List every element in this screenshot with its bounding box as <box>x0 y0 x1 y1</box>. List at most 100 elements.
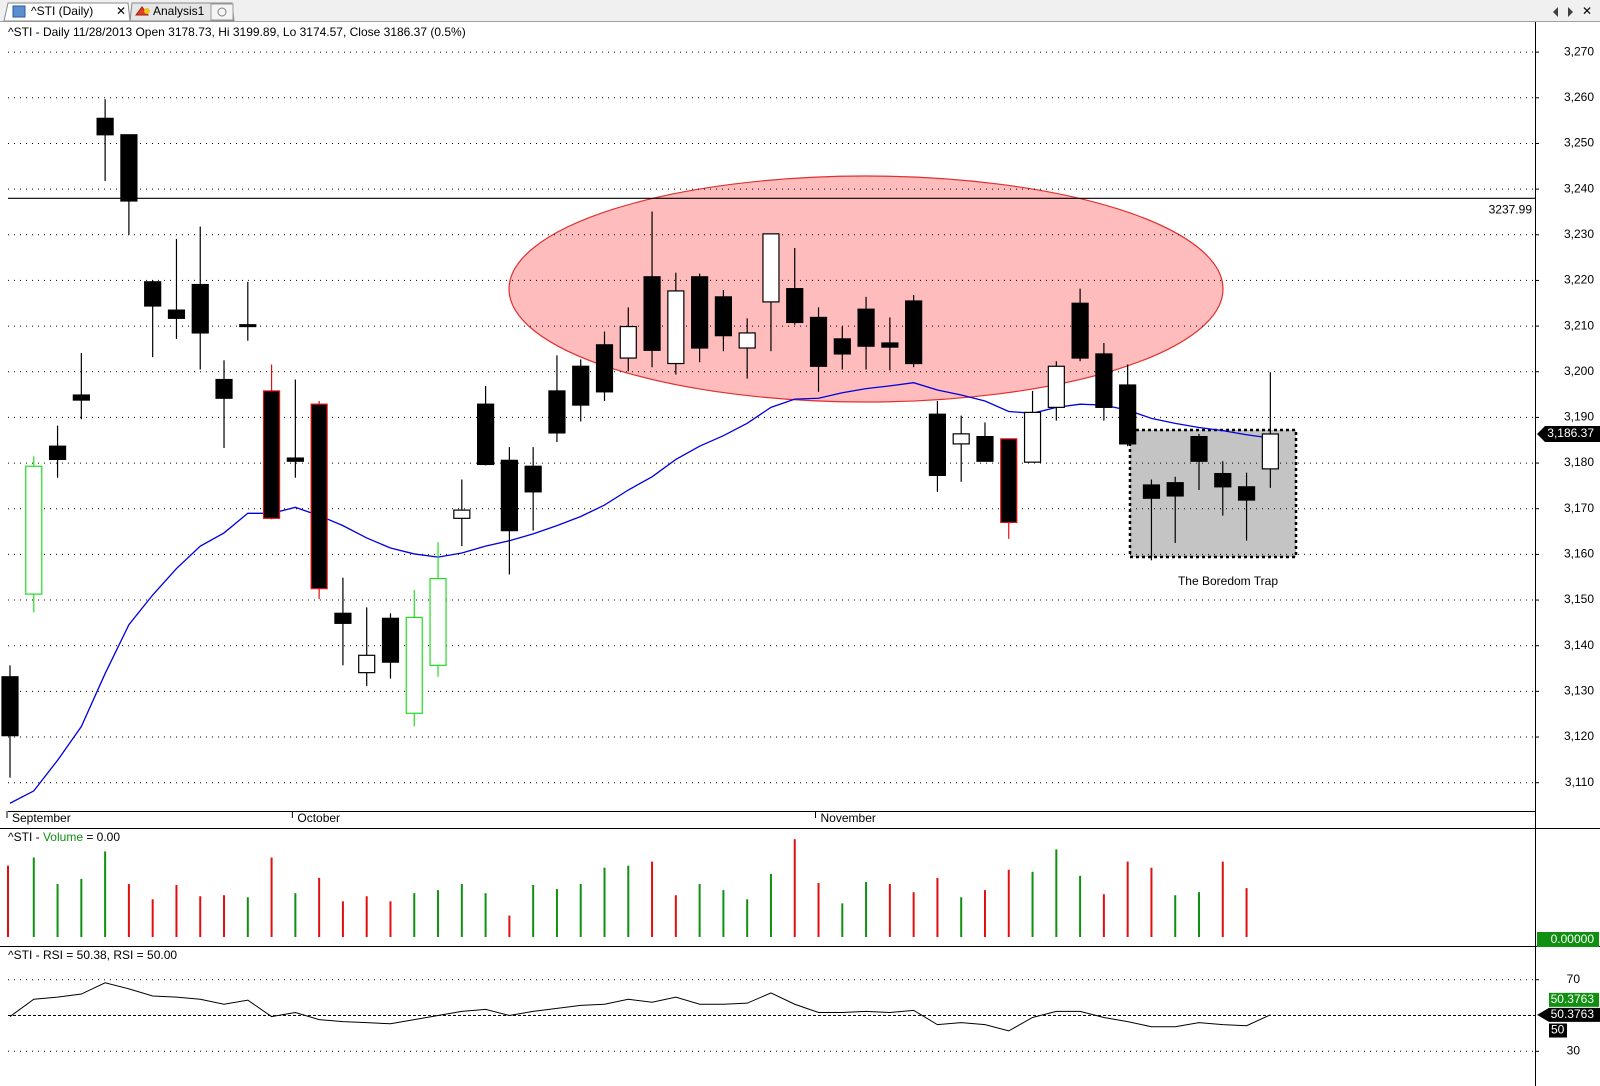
candle-body <box>310 403 328 590</box>
volume-bar <box>532 885 535 937</box>
candle-body <box>358 654 376 674</box>
candle-body <box>1119 384 1137 445</box>
candle-body <box>48 445 67 461</box>
volume-bar <box>413 893 416 937</box>
candle-body <box>976 435 994 462</box>
candle-body <box>619 325 637 359</box>
rsi-panel-title: ^STI - RSI = 50.38, RSI = 50.00 <box>8 948 177 962</box>
candle-body <box>429 577 447 666</box>
candle-body <box>524 465 542 493</box>
candle-body <box>25 465 43 595</box>
x-tick-label: September <box>12 811 71 825</box>
candle-body <box>1190 435 1208 462</box>
volume-bar <box>817 883 820 937</box>
candle-body <box>595 344 614 393</box>
volume-bar <box>341 901 344 937</box>
volume-bar <box>746 899 749 937</box>
tab-bar <box>0 0 1600 22</box>
volume-bar <box>983 890 986 937</box>
candle-body <box>1047 365 1065 408</box>
volume-bar <box>698 884 701 937</box>
volume-bar <box>865 881 868 937</box>
volume-bar <box>199 896 202 937</box>
volume-bar <box>56 884 59 937</box>
volume-bar <box>769 873 772 937</box>
title-part: ^STI - <box>8 830 43 844</box>
y-tick-label: 3,180 <box>1564 455 1594 469</box>
volume-bar <box>1126 861 1129 937</box>
candle-body <box>215 378 233 399</box>
price-panel-title: ^STI - Daily 11/28/2013 Open 3178.73, Hi… <box>8 25 466 39</box>
volume-bar <box>460 884 463 937</box>
rsi-badge <box>1549 992 1599 1007</box>
volume-bar <box>32 857 35 937</box>
price-badge-label: 3,186.37 <box>1547 426 1594 440</box>
candle-body <box>905 300 923 365</box>
candle-body <box>1166 482 1184 497</box>
candle-body <box>643 276 661 351</box>
volume-bar <box>7 865 9 937</box>
volume-bar <box>722 890 725 937</box>
scroll-right[interactable] <box>1568 7 1573 17</box>
tab-close[interactable]: ✕ <box>116 4 126 18</box>
y-tick-label: 30 <box>1567 1043 1581 1057</box>
volume-bar <box>912 892 915 937</box>
candle-body <box>120 134 138 202</box>
volume-bar <box>223 895 226 937</box>
volume-bar <box>1174 895 1177 937</box>
tab-label[interactable]: Analysis1 <box>153 4 205 18</box>
x-tick-label: November <box>821 811 876 825</box>
annotation: The Boredom Trap <box>1178 574 1278 588</box>
tab[interactable] <box>129 2 235 22</box>
volume-bar <box>270 857 273 937</box>
window-close[interactable]: ✕ <box>1582 4 1592 18</box>
volume-bar <box>1079 875 1082 937</box>
volume-bar <box>389 901 392 937</box>
y-tick-label: 3,130 <box>1564 684 1594 698</box>
candle-body <box>167 309 186 319</box>
volume-bar <box>651 861 654 937</box>
y-tick-label: 3,150 <box>1564 592 1594 606</box>
y-tick-label: 3,190 <box>1564 410 1594 424</box>
scroll-left[interactable] <box>1553 7 1558 17</box>
rsi-badge <box>1537 1007 1600 1022</box>
new-tab-button[interactable] <box>210 3 234 21</box>
candle-body <box>548 390 566 434</box>
y-tick-label: 3,240 <box>1564 181 1594 195</box>
volume-bar <box>104 851 107 937</box>
new-tab-icon <box>217 7 227 17</box>
candle-body <box>262 390 281 519</box>
volume-bar <box>888 884 891 937</box>
volume-bar <box>365 896 368 937</box>
candle-body <box>833 338 851 355</box>
candle-body <box>691 276 709 349</box>
price-badge <box>1537 425 1600 442</box>
volume-bar <box>579 884 582 937</box>
candle-body <box>714 296 733 337</box>
volume-bar <box>793 839 796 937</box>
y-tick-label: 3,260 <box>1564 90 1594 104</box>
horizontal-line-label: 3237.99 <box>1489 202 1533 216</box>
y-tick-label: 3,230 <box>1564 227 1594 241</box>
candle-body <box>809 316 828 367</box>
candle-body <box>762 233 780 303</box>
tab-label[interactable]: ^STI (Daily) <box>31 4 93 18</box>
tab[interactable] <box>3 2 131 22</box>
candle-body <box>1237 486 1256 501</box>
volume-badge-label: 0.00000 <box>1551 932 1595 946</box>
volume-bar <box>603 867 606 937</box>
rsi-badge-label: 50.3763 <box>1551 1007 1595 1021</box>
volume-bar <box>175 885 178 937</box>
candle-body <box>381 617 400 663</box>
candle-body <box>572 365 590 406</box>
volume-bar <box>1198 892 1200 937</box>
candle-body <box>1142 484 1161 499</box>
volume-bar <box>127 884 130 937</box>
volume-bar <box>246 897 249 937</box>
y-tick-label: 3,270 <box>1564 44 1594 58</box>
candle-body <box>1 676 19 737</box>
volume-bar <box>318 877 321 937</box>
volume-bar <box>1007 869 1010 937</box>
y-tick-label: 3,250 <box>1564 136 1594 150</box>
